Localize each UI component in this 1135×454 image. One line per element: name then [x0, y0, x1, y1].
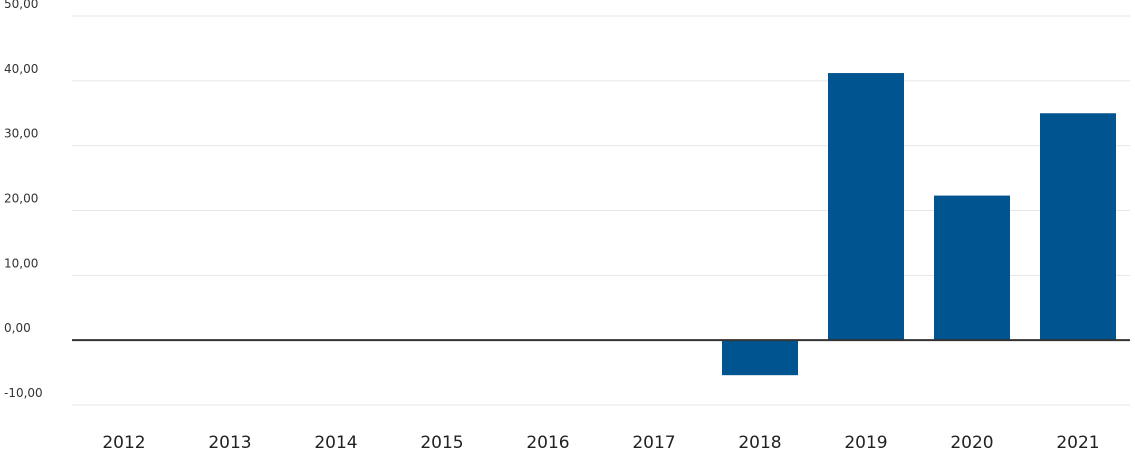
- y-tick-label: 0,00: [4, 321, 31, 335]
- x-tick-label: 2019: [844, 433, 887, 453]
- x-tick-label: 2012: [102, 433, 145, 453]
- bar-2021: [1040, 113, 1116, 341]
- bar-2018: [722, 340, 798, 376]
- bars: [722, 73, 1116, 376]
- x-axis-tick-labels: 2012 2013 2014 2015 2016 2017 2018 2019 2020 2021: [102, 433, 1099, 453]
- x-tick-label: 2017: [632, 433, 675, 453]
- y-tick-label: -10,00: [4, 386, 43, 400]
- y-tick-label: 20,00: [4, 192, 38, 206]
- x-tick-label: 2016: [526, 433, 569, 453]
- x-tick-label: 2021: [1056, 433, 1099, 453]
- x-tick-label: 2015: [420, 433, 463, 453]
- gridlines: [72, 15, 1130, 406]
- x-tick-label: 2013: [208, 433, 251, 453]
- x-tick-label: 2018: [738, 433, 781, 453]
- y-axis-tick-labels: 50,00 40,00 30,00 20,00 10,00 0,00 -10,00: [4, 0, 43, 400]
- y-tick-label: 50,00: [4, 0, 38, 11]
- bar-2020: [934, 195, 1010, 341]
- x-tick-label: 2014: [314, 433, 357, 453]
- y-tick-label: 30,00: [4, 127, 38, 141]
- y-tick-label: 10,00: [4, 256, 38, 270]
- x-tick-label: 2020: [950, 433, 993, 453]
- bar-2019: [828, 73, 904, 341]
- y-tick-label: 40,00: [4, 62, 38, 76]
